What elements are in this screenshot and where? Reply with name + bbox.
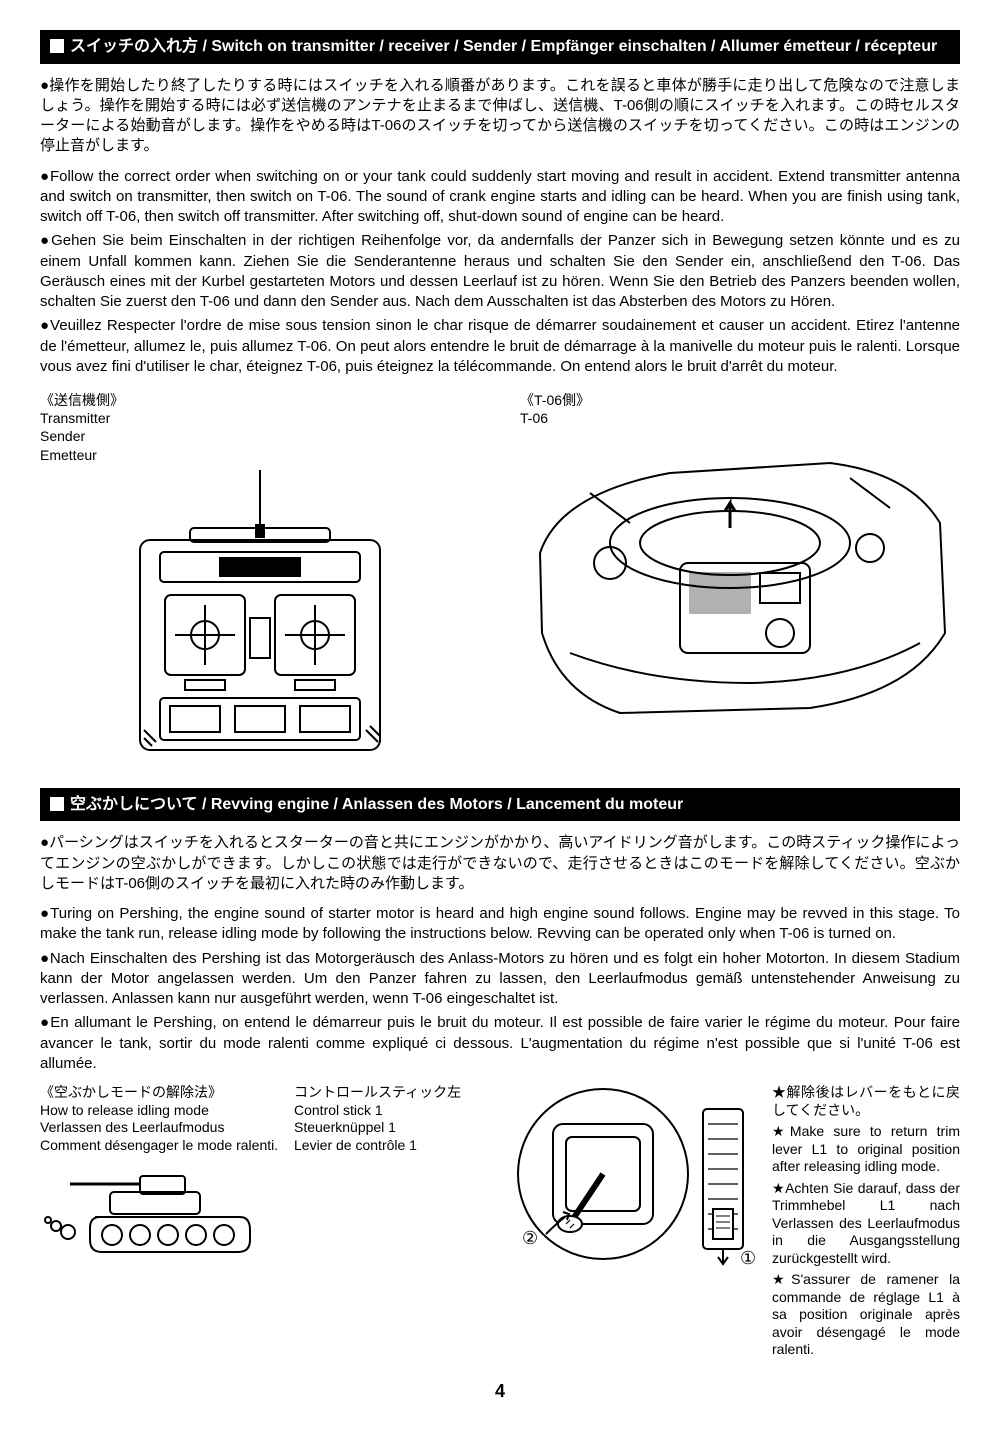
fig-transmitter (40, 470, 480, 770)
section2-en: ●Turing on Pershing, the engine sound of… (40, 904, 960, 945)
page-number: 4 (40, 1379, 960, 1403)
col2-en: Control stick 1 (294, 1102, 494, 1120)
col2-fr: Levier de contrôle 1 (294, 1137, 494, 1155)
header-square-icon-2 (50, 797, 64, 811)
col4-en: ★Make sure to return trim lever L1 to or… (772, 1123, 960, 1176)
col1-fr: Comment désengager le mode ralenti. (40, 1137, 280, 1155)
section1-figures: 《送信機側》 Transmitter Sender Emetteur (40, 391, 960, 770)
fig1-l2: Sender (40, 427, 480, 445)
stick-trim-diagram-icon: ② ① (508, 1084, 758, 1274)
col1-en: How to release idling mode (40, 1102, 280, 1120)
col-diagram: ② ① (508, 1084, 758, 1274)
col1-jp: 《空ぶかしモードの解除法》 (40, 1084, 280, 1102)
col2-de: Steuerknüppel 1 (294, 1119, 494, 1137)
section2-body-multi: ●Turing on Pershing, the engine sound of… (40, 904, 960, 1074)
section1-header: スイッチの入れ方 / Switch on transmitter / recei… (40, 30, 960, 64)
fig-t06-label: 《T-06側》 T-06 (520, 391, 960, 427)
col-control-stick: コントロールスティック左 Control stick 1 Steuerknüpp… (294, 1084, 494, 1154)
section2-de: ●Nach Einschalten des Pershing ist das M… (40, 949, 960, 1010)
transmitter-icon (110, 470, 410, 770)
fig2-l1: T-06 (520, 409, 960, 427)
section1-jp: ●操作を開始したり終了したりする時にはスイッチを入れる順番があります。これを誤る… (40, 76, 960, 157)
col4-de: ★Achten Sie darauf, dass der Trimmhebel … (772, 1180, 960, 1268)
tank-silhouette-icon (40, 1162, 260, 1262)
fig-t06-col: 《T-06側》 T-06 (520, 391, 960, 733)
section1-en: ●Follow the correct order when switching… (40, 167, 960, 228)
circled-1: ① (740, 1248, 756, 1268)
col4-jp: ★解除後はレバーをもとに戻してください。 (772, 1084, 960, 1119)
section1-fr: ●Veuillez Respecter l'ordre de mise sous… (40, 316, 960, 377)
fig1-l1: Transmitter (40, 409, 480, 427)
section2-bottom: 《空ぶかしモードの解除法》 How to release idling mode… (40, 1084, 960, 1363)
section1-body: ●操作を開始したり終了したりする時にはスイッチを入れる順番があります。これを誤る… (40, 76, 960, 157)
section2-header-text: 空ぶかしについて / Revving engine / Anlassen des… (70, 796, 683, 813)
section2-header: 空ぶかしについて / Revving engine / Anlassen des… (40, 788, 960, 822)
section2-fr: ●En allumant le Pershing, on entend le d… (40, 1013, 960, 1074)
tank-hull-icon (530, 433, 950, 733)
col1-de: Verlassen des Leerlaufmodus (40, 1119, 280, 1137)
section1-body-multi: ●Follow the correct order when switching… (40, 167, 960, 378)
fig-transmitter-label: 《送信機側》 Transmitter Sender Emetteur (40, 391, 480, 464)
section2-body: ●パーシングはスイッチを入れるとスターターの音と共にエンジンがかかり、高いアイド… (40, 833, 960, 894)
fig-transmitter-col: 《送信機側》 Transmitter Sender Emetteur (40, 391, 480, 770)
section2-jp: ●パーシングはスイッチを入れるとスターターの音と共にエンジンがかかり、高いアイド… (40, 833, 960, 894)
fig-t06 (520, 433, 960, 733)
fig2-jp: 《T-06側》 (520, 391, 960, 409)
circled-2: ② (522, 1228, 538, 1248)
fig1-jp: 《送信機側》 (40, 391, 480, 409)
col-release-mode: 《空ぶかしモードの解除法》 How to release idling mode… (40, 1084, 280, 1262)
section1-de: ●Gehen Sie beim Einschalten in der richt… (40, 231, 960, 312)
header-square-icon (50, 39, 64, 53)
col2-jp: コントロールスティック左 (294, 1084, 494, 1102)
section1-header-text: スイッチの入れ方 / Switch on transmitter / recei… (70, 38, 937, 55)
col-star-notes: ★解除後はレバーをもとに戻してください。 ★Make sure to retur… (772, 1084, 960, 1363)
fig1-l3: Emetteur (40, 446, 480, 464)
col4-fr: ★S'assurer de ramener la commande de rég… (772, 1271, 960, 1359)
